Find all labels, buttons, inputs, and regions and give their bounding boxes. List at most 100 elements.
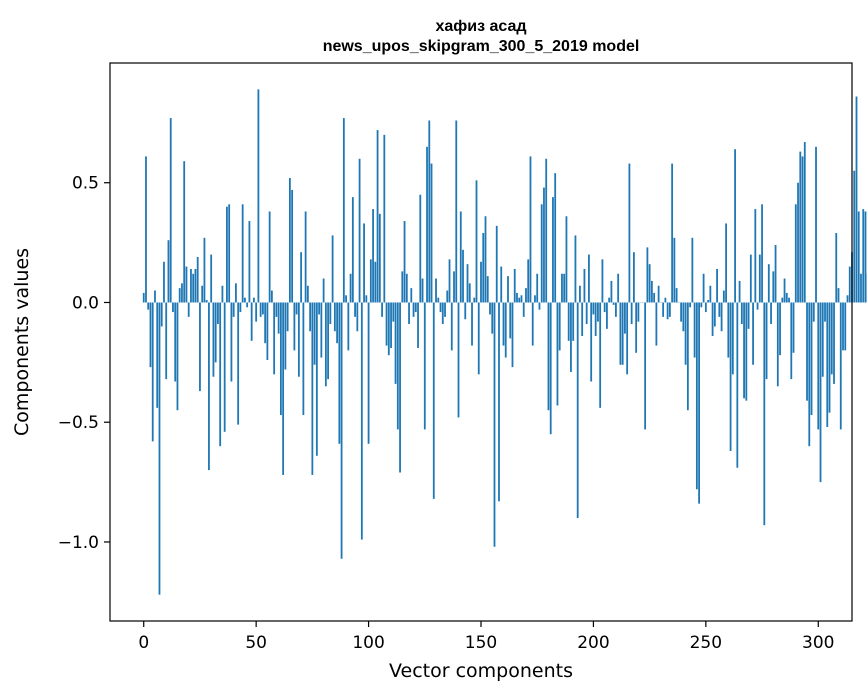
bar: [606, 302, 608, 329]
bar: [383, 134, 386, 303]
bar: [525, 288, 527, 303]
bar: [801, 156, 804, 303]
x-tick-label: 200: [577, 633, 609, 653]
bar: [392, 302, 395, 322]
bar: [309, 302, 312, 332]
bar: [430, 163, 433, 303]
bar: [329, 302, 332, 325]
bar: [684, 302, 687, 365]
bar: [570, 302, 572, 372]
bar: [792, 302, 795, 353]
bar: [540, 204, 543, 303]
bar: [743, 302, 745, 399]
bar: [270, 290, 273, 303]
bar: [342, 118, 345, 303]
bar: [450, 302, 453, 351]
bar: [286, 302, 289, 332]
bar: [846, 295, 849, 303]
bar: [448, 259, 451, 303]
bar: [745, 302, 748, 401]
bar: [516, 292, 518, 303]
bar: [336, 302, 338, 344]
bar: [637, 302, 640, 322]
bar: [372, 209, 374, 303]
bar: [628, 163, 631, 303]
bar: [158, 302, 161, 595]
bar: [695, 302, 698, 490]
bar: [716, 268, 718, 303]
bar: [702, 273, 705, 303]
bar: [500, 266, 503, 303]
bar: [217, 302, 219, 325]
bar: [635, 302, 638, 353]
bar: [187, 302, 190, 317]
bar: [767, 264, 770, 303]
bar: [709, 285, 712, 303]
bar: [520, 295, 523, 303]
bar: [250, 302, 253, 341]
bar: [214, 302, 217, 363]
bar: [203, 237, 206, 303]
bar: [210, 254, 213, 303]
bar: [612, 302, 615, 305]
bar: [619, 302, 622, 365]
bar: [253, 297, 255, 303]
bar: [819, 302, 822, 483]
bar: [426, 146, 428, 303]
bar: [347, 302, 350, 351]
bar: [145, 156, 147, 303]
bar: [437, 297, 440, 303]
bars-group: [142, 89, 867, 595]
bar: [770, 302, 772, 325]
bar: [262, 302, 264, 315]
bar: [704, 302, 707, 313]
bar: [839, 302, 842, 430]
bar: [313, 302, 316, 365]
bar: [354, 302, 356, 317]
bar: [300, 252, 303, 303]
bar: [142, 292, 145, 303]
bar: [554, 173, 557, 303]
bar: [248, 221, 251, 303]
bar: [282, 302, 285, 475]
bar: [268, 211, 271, 303]
bar: [444, 302, 446, 317]
bar: [246, 302, 249, 308]
x-axis-label: Vector components: [389, 660, 573, 682]
bar: [848, 266, 851, 303]
chart-title: хафиз асад: [435, 18, 526, 35]
bar: [154, 290, 156, 303]
bar: [491, 302, 494, 334]
y-tick-label: −1.0: [58, 533, 99, 553]
bar: [583, 268, 586, 303]
bar: [513, 268, 516, 303]
bar: [405, 273, 408, 303]
bar: [241, 204, 244, 303]
bar: [504, 302, 507, 358]
bar: [466, 264, 469, 303]
bar: [239, 302, 242, 313]
bar: [376, 130, 379, 303]
bar: [273, 302, 276, 375]
bar: [731, 302, 734, 375]
bar: [603, 302, 606, 313]
bar: [572, 302, 575, 341]
bar: [549, 302, 552, 435]
bar: [812, 302, 815, 322]
bar: [756, 302, 759, 310]
bar: [219, 302, 222, 447]
bar: [668, 302, 671, 317]
bar: [165, 302, 168, 380]
bar: [563, 273, 566, 303]
bar: [779, 302, 781, 356]
bar: [453, 271, 455, 303]
bar: [421, 278, 424, 303]
bar: [160, 302, 163, 327]
bar: [774, 245, 777, 303]
bar: [439, 302, 442, 313]
bar: [423, 302, 426, 430]
bar: [493, 302, 496, 547]
bar: [226, 206, 228, 303]
bar: [284, 302, 287, 370]
bar: [552, 197, 554, 303]
